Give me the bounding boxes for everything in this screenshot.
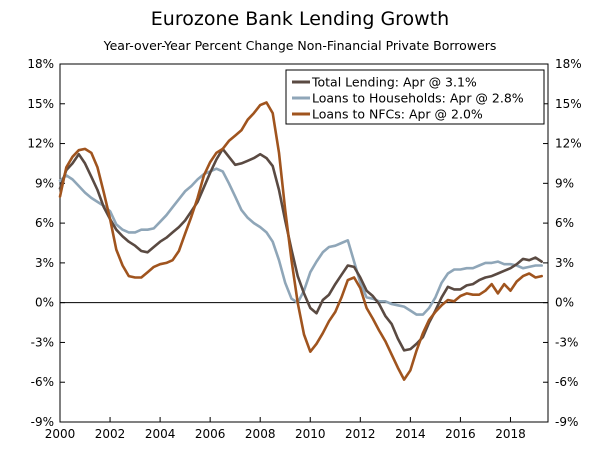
y-tick-label-right: 9% — [555, 176, 574, 190]
y-tick-label-left: -6% — [31, 375, 54, 389]
y-tick-label-right: 6% — [555, 216, 574, 230]
x-tick-label: 2014 — [395, 427, 426, 441]
y-tick-label-right: 15% — [555, 97, 582, 111]
legend-label-1: Loans to Households: Apr @ 2.8% — [312, 91, 524, 106]
x-tick-label: 2012 — [345, 427, 376, 441]
y-tick-label-left: 3% — [35, 256, 54, 270]
y-tick-label-left: 15% — [27, 97, 54, 111]
x-tick-label: 2010 — [295, 427, 326, 441]
legend-label-0: Total Lending: Apr @ 3.1% — [311, 75, 477, 90]
y-tick-label-left: -9% — [31, 415, 54, 429]
y-tick-label-right: 0% — [555, 296, 574, 310]
axes-layer: -9% -9% -6% -6% -3% -3% 0% 0% 3% 3% 6% 6% 9% 9% 12% 12%… — [27, 57, 581, 441]
series-layer — [58, 101, 544, 381]
y-tick-label-right: -6% — [555, 375, 578, 389]
series-line-1 — [58, 167, 544, 316]
x-tick-label: 2000 — [45, 427, 76, 441]
y-tick-label-left: 18% — [27, 57, 54, 71]
y-tick-label-left: 0% — [35, 296, 54, 310]
y-tick-label-left: 12% — [27, 137, 54, 151]
y-tick-label-right: 12% — [555, 137, 582, 151]
y-tick-label-left: -3% — [31, 335, 54, 349]
y-tick-label-right: -3% — [555, 335, 578, 349]
legend: Total Lending: Apr @ 3.1%Loans to Househ… — [285, 69, 545, 125]
y-tick-label-right: -9% — [555, 415, 578, 429]
x-tick-label: 2004 — [145, 427, 176, 441]
series-line-0 — [58, 147, 544, 352]
y-tick-label-right: 3% — [555, 256, 574, 270]
x-tick-label: 2008 — [245, 427, 276, 441]
series-line-2 — [58, 101, 544, 381]
plot-frame — [59, 63, 549, 423]
y-tick-label-left: 6% — [35, 216, 54, 230]
x-tick-label: 2018 — [495, 427, 526, 441]
y-tick-label-right: 18% — [555, 57, 582, 71]
chart-subtitle: Year-over-Year Percent Change Non-Financ… — [103, 38, 497, 53]
chart-title: Eurozone Bank Lending Growth — [150, 8, 450, 30]
x-tick-label: 2006 — [195, 427, 226, 441]
legend-label-2: Loans to NFCs: Apr @ 2.0% — [312, 107, 483, 122]
x-tick-label: 2002 — [95, 427, 126, 441]
x-tick-label: 2016 — [445, 427, 476, 441]
y-tick-label-left: 9% — [35, 176, 54, 190]
legend-box — [285, 69, 545, 125]
